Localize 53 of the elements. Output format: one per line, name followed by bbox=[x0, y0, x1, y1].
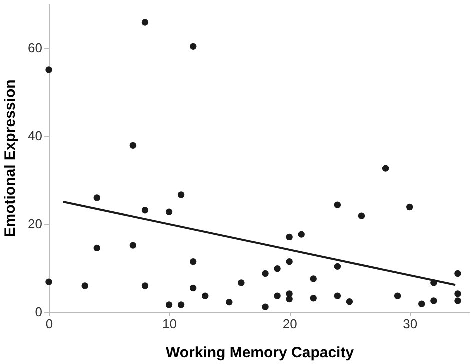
point bbox=[454, 298, 462, 304]
point bbox=[346, 298, 354, 306]
point bbox=[238, 280, 245, 286]
point bbox=[394, 292, 402, 300]
y-axis-title: Emotional Expression bbox=[2, 80, 20, 238]
point bbox=[358, 212, 366, 220]
point bbox=[286, 258, 293, 266]
point bbox=[334, 263, 342, 270]
point bbox=[226, 298, 233, 306]
point bbox=[334, 292, 342, 300]
point bbox=[166, 208, 173, 216]
point bbox=[310, 276, 317, 282]
point bbox=[130, 142, 137, 150]
point bbox=[334, 202, 342, 208]
point bbox=[310, 295, 317, 302]
point bbox=[262, 304, 269, 311]
point bbox=[94, 244, 100, 252]
point bbox=[178, 192, 185, 198]
point bbox=[418, 300, 426, 308]
point bbox=[262, 270, 269, 278]
x-tick-label: 10 bbox=[162, 316, 178, 332]
point bbox=[274, 292, 281, 300]
point bbox=[286, 296, 293, 303]
point bbox=[142, 282, 149, 290]
point bbox=[286, 234, 293, 241]
x-tick-label: 30 bbox=[403, 316, 418, 332]
point bbox=[274, 266, 281, 272]
point bbox=[190, 258, 197, 266]
point bbox=[142, 19, 149, 26]
point bbox=[202, 292, 209, 300]
y-tick-label: 60 bbox=[28, 40, 42, 56]
point bbox=[382, 165, 390, 172]
point bbox=[406, 204, 414, 211]
point bbox=[142, 207, 149, 214]
point bbox=[298, 231, 305, 238]
point bbox=[454, 290, 462, 298]
point bbox=[166, 302, 173, 308]
point bbox=[178, 302, 185, 308]
y-tick-label: 20 bbox=[28, 216, 42, 232]
point bbox=[46, 278, 52, 286]
point bbox=[190, 284, 197, 292]
point bbox=[430, 298, 438, 304]
point bbox=[82, 282, 88, 290]
y-tick-label: 40 bbox=[28, 128, 42, 144]
point bbox=[94, 194, 100, 202]
x-axis-title: Working Memory Capacity bbox=[166, 344, 355, 362]
x-tick-label: 20 bbox=[282, 316, 298, 332]
x-tick-label: 0 bbox=[46, 316, 54, 332]
point bbox=[190, 43, 197, 50]
point bbox=[454, 270, 462, 278]
y-tick-label: 0 bbox=[35, 304, 42, 320]
point bbox=[130, 242, 137, 249]
point bbox=[46, 66, 52, 74]
